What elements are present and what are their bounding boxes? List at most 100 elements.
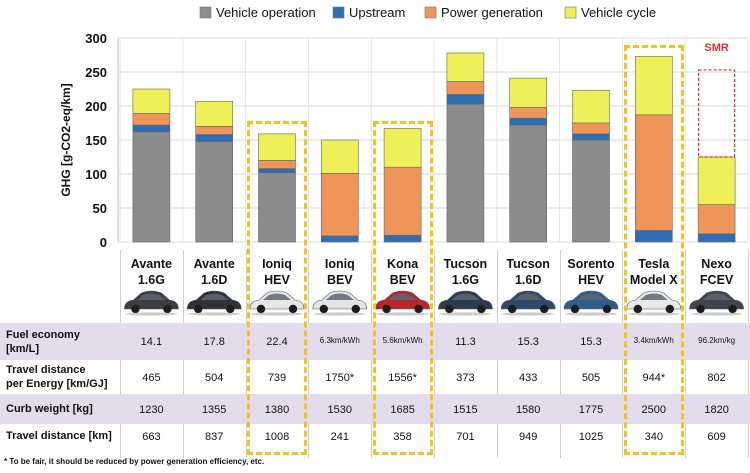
table-cell: 802 (707, 371, 726, 384)
table-cell: 837 (205, 430, 224, 443)
table-cell: 17.8 (203, 336, 225, 348)
highlight-box (247, 121, 307, 455)
table-cell: 609 (707, 430, 726, 443)
table-cell: 1750* (325, 371, 355, 384)
table-cell: 5.6km/kWh (382, 336, 423, 345)
y-tick-label: 200 (85, 99, 107, 114)
table-cell: 1515 (453, 403, 478, 416)
table-cell: 15.3 (580, 336, 602, 348)
table-cell: 433 (519, 371, 538, 384)
legend-label: Upstream (349, 5, 405, 20)
table-cell: 739 (267, 371, 287, 384)
y-tick-label: 300 (85, 31, 107, 46)
row-label: Fuel economy [km/L] (6, 328, 80, 355)
smr-annotation-label: SMR (704, 42, 729, 54)
bar-segment (258, 133, 296, 161)
row-label: Travel distance [km] (6, 430, 112, 442)
x-category-label: Tucson 1.6G (443, 257, 488, 287)
smr-annotation-box (697, 69, 736, 158)
x-category-label: Ioniq BEV (324, 257, 355, 287)
bar-segment (697, 233, 736, 243)
car-image (689, 290, 744, 316)
footnote: * To be fair, it should be reduced by po… (4, 457, 265, 466)
table-cell: 504 (205, 371, 224, 384)
table-cell: 701 (456, 430, 475, 443)
table-cell: 1355 (201, 403, 227, 416)
bar-segment (697, 204, 736, 235)
x-category-label: Kona BEV (386, 257, 419, 287)
table-cell: 11.3 (455, 336, 476, 348)
table-cell: 1685 (390, 403, 415, 416)
table-cell: 3.4km/kWh (633, 336, 674, 345)
bar-segment (320, 173, 359, 237)
table-cell: 1008 (264, 430, 290, 443)
car-image (438, 290, 493, 316)
table-cell: 1820 (704, 403, 729, 416)
table-cell: 1025 (578, 430, 604, 443)
table-cell: 14.1 (140, 336, 163, 348)
car-image (186, 290, 242, 316)
x-category-label: Tucson 1.6D (506, 257, 550, 287)
table-cell: 1775 (578, 403, 604, 416)
legend-label: Vehicle operation (216, 5, 316, 20)
bar-segment (509, 107, 548, 119)
table-cell: 949 (519, 430, 538, 443)
bar-segment (697, 156, 736, 205)
table-cell: 241 (330, 430, 349, 443)
y-tick-label: 50 (93, 201, 107, 216)
bar-segment (383, 128, 422, 168)
bar-segment (195, 100, 233, 127)
bar-segment (132, 124, 171, 133)
table-cell: 15.3 (517, 336, 539, 348)
x-category-label: Tesla Model X (629, 257, 678, 287)
bar-segment (446, 52, 485, 82)
bar-segment (195, 141, 233, 243)
row-label: Travel distance per Energy [km/GJ] (6, 364, 108, 390)
legend-label: Vehicle cycle (581, 5, 656, 20)
table-cell: 340 (644, 430, 663, 443)
legend-swatch (199, 6, 212, 19)
y-tick-label: 0 (100, 235, 107, 250)
table-cell: 1556* (388, 371, 417, 384)
bar-segment (258, 172, 296, 243)
bar-segment (634, 56, 673, 116)
bar-segment (446, 81, 485, 95)
bar-segment (572, 122, 610, 135)
bar-segment (132, 113, 171, 126)
bar-segment (509, 117, 548, 126)
y-tick-label: 250 (85, 65, 107, 80)
x-category-label: Avante 1.6G (130, 257, 172, 287)
x-category-label: Sorento HEV (567, 257, 615, 287)
legend-swatch (424, 6, 437, 19)
y-axis-title: GHG [g-CO2-eq/km] (59, 83, 73, 196)
table-cell: 1580 (515, 403, 541, 416)
row-label: Curb weight [kg] (6, 403, 93, 415)
table-cell: 373 (456, 371, 475, 384)
highlight-box (372, 121, 433, 455)
bar-segment (446, 94, 485, 105)
car-image (124, 290, 179, 316)
table-cell: 22.4 (266, 336, 288, 348)
bar-segment (572, 90, 610, 124)
car-image (563, 290, 619, 316)
table-row: Travel distance [km] 663 837 1008 241 358 701 9… (0, 424, 750, 448)
highlight-box (623, 45, 684, 455)
table-cell: 6.3km/kWh (319, 336, 360, 345)
car-image (500, 290, 556, 316)
bar-segment (509, 77, 548, 108)
x-category-label: Avante 1.6D (193, 257, 235, 287)
legend-label: Power generation (441, 5, 543, 20)
table-cell: 358 (393, 430, 412, 443)
bar-segment (320, 235, 359, 243)
ghg-stacked-bar-chart: 0 50 100 150 200 250 300 GHG [g-CO2-eq/km] Vehic… (59, 5, 749, 250)
bar-segment (383, 166, 422, 236)
table-cell: 96.2km/kg (698, 336, 736, 345)
y-tick-label: 150 (85, 133, 107, 148)
table-cell: 505 (581, 371, 601, 384)
table-cell: 2500 (641, 403, 667, 416)
bar-segment (132, 131, 171, 243)
table-cell: 1380 (264, 403, 290, 416)
table-row: Travel distance per Energy [km/GJ] 465 504 7… (0, 360, 750, 394)
legend-swatch (564, 6, 577, 19)
